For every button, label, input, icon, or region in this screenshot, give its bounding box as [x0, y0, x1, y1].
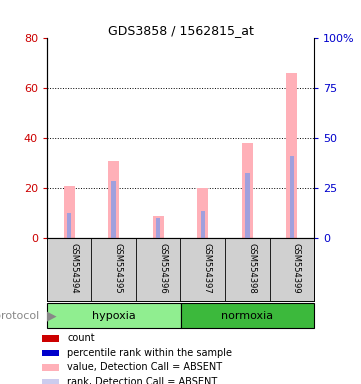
Bar: [290, 156, 294, 238]
Bar: [43, 364, 59, 371]
Bar: [180, 303, 314, 328]
Bar: [242, 143, 253, 238]
Text: rank, Detection Call = ABSENT: rank, Detection Call = ABSENT: [67, 377, 217, 384]
Bar: [47, 303, 180, 328]
Text: GSM554395: GSM554395: [114, 243, 123, 294]
Bar: [112, 180, 116, 238]
Text: GSM554399: GSM554399: [292, 243, 301, 294]
Bar: [156, 218, 160, 238]
Text: protocol: protocol: [0, 311, 40, 321]
Text: normoxia: normoxia: [221, 311, 273, 321]
Bar: [201, 210, 205, 238]
Text: hypoxia: hypoxia: [92, 311, 136, 321]
Text: percentile rank within the sample: percentile rank within the sample: [67, 348, 232, 358]
Bar: [286, 73, 297, 238]
Text: ▶: ▶: [47, 310, 57, 322]
Text: count: count: [67, 333, 95, 343]
Title: GDS3858 / 1562815_at: GDS3858 / 1562815_at: [108, 24, 253, 37]
Bar: [43, 379, 59, 384]
Bar: [153, 216, 164, 238]
Text: value, Detection Call = ABSENT: value, Detection Call = ABSENT: [67, 362, 222, 372]
Text: GSM554397: GSM554397: [203, 243, 212, 294]
Bar: [43, 349, 59, 356]
Text: GSM554398: GSM554398: [247, 243, 256, 294]
Bar: [67, 213, 71, 238]
Bar: [245, 173, 249, 238]
Text: GSM554394: GSM554394: [69, 243, 78, 294]
Bar: [108, 161, 119, 238]
Bar: [64, 186, 75, 238]
Bar: [43, 335, 59, 341]
Text: GSM554396: GSM554396: [158, 243, 167, 294]
Bar: [197, 188, 208, 238]
